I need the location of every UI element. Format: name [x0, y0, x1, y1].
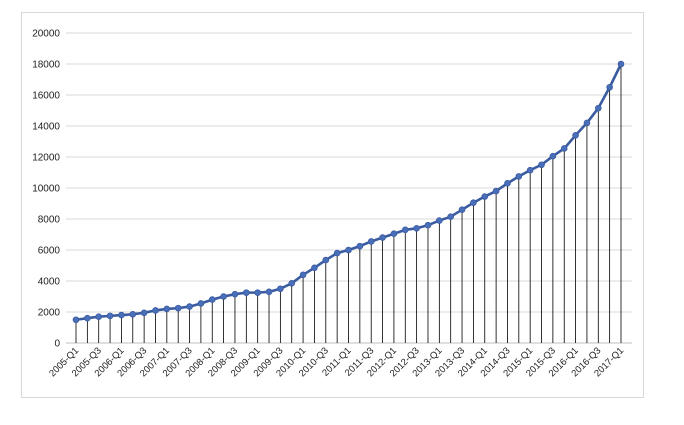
y-tick-label: 14000: [32, 122, 60, 133]
data-point: [504, 180, 511, 187]
data-point: [118, 311, 125, 319]
data-point: [458, 206, 466, 214]
data-point: [413, 225, 420, 232]
y-axis-labels: 0 2000 4000 6000 8000 10000 12000 14000 16000 180…: [32, 29, 60, 350]
data-point: [583, 119, 591, 127]
y-tick-label: 16000: [32, 91, 60, 102]
data-point: [299, 271, 307, 279]
data-point: [447, 213, 454, 220]
data-point: [163, 305, 171, 313]
y-tick-label: 6000: [38, 246, 61, 257]
y-tick-label: 10000: [32, 184, 60, 195]
data-point: [277, 285, 284, 293]
data-point: [288, 280, 296, 287]
data-point: [526, 166, 534, 174]
data-point: [617, 60, 625, 68]
y-tick-label: 2000: [38, 308, 61, 319]
data-point: [72, 316, 80, 324]
data-point: [197, 300, 205, 307]
x-axis-labels: 2005-Q12005-Q32006-Q12006-Q32007-Q12007-…: [47, 345, 626, 379]
y-tick-label: 0: [54, 339, 60, 350]
data-point: [390, 230, 398, 238]
chart-frame: [21, 12, 644, 398]
data-point: [220, 293, 227, 300]
data-point: [515, 173, 523, 180]
series-markers: [72, 60, 625, 324]
data-point: [572, 132, 579, 139]
data-point: [424, 221, 432, 229]
data-point: [140, 309, 148, 317]
data-point: [106, 312, 114, 320]
data-point: [481, 193, 489, 200]
drop-lines: [75, 64, 622, 343]
data-point: [254, 289, 261, 296]
data-point: [538, 161, 545, 169]
y-tick-label: 4000: [38, 277, 61, 288]
data-point: [549, 152, 557, 160]
y-tick-label: 12000: [32, 153, 60, 164]
data-point: [401, 226, 409, 234]
data-point: [560, 145, 568, 152]
data-point: [231, 290, 239, 298]
data-point: [311, 264, 318, 272]
y-tick-label: 8000: [38, 215, 61, 226]
data-point: [265, 288, 273, 296]
data-point: [84, 314, 91, 322]
data-point: [345, 246, 352, 254]
data-point: [367, 238, 375, 245]
data-point: [594, 104, 602, 112]
data-point: [492, 187, 500, 195]
data-point: [174, 304, 182, 312]
data-point: [208, 296, 216, 303]
data-point: [333, 249, 341, 257]
data-point: [322, 256, 330, 264]
data-point: [606, 83, 613, 91]
y-tick-label: 20000: [32, 29, 60, 40]
gridlines: [66, 32, 632, 344]
data-point: [356, 242, 364, 250]
data-point: [129, 311, 137, 318]
data-point: [152, 307, 159, 314]
data-point: [186, 303, 193, 310]
data-point: [470, 199, 477, 207]
y-tick-label: 18000: [32, 60, 60, 71]
data-point: [243, 289, 250, 296]
data-point: [436, 217, 443, 224]
data-point: [379, 234, 386, 241]
data-point: [95, 313, 103, 320]
